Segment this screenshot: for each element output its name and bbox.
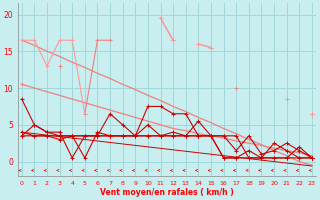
X-axis label: Vent moyen/en rafales ( km/h ): Vent moyen/en rafales ( km/h ) [100,188,234,197]
